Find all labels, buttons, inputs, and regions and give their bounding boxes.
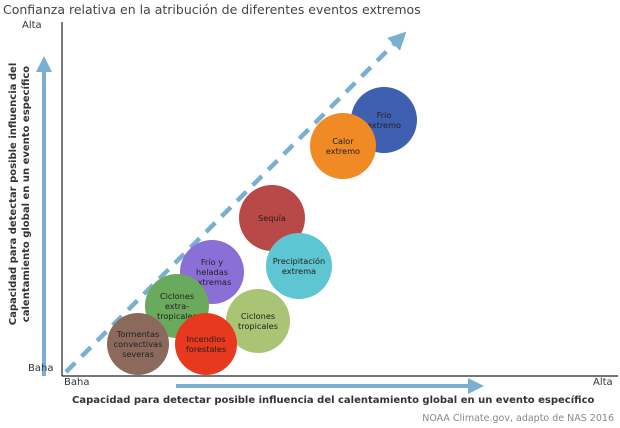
bubble-label-line: Frío <box>377 110 392 120</box>
bubble-circle <box>266 233 332 299</box>
bubble-label-line: extremo <box>326 146 360 156</box>
bubble-label: Frío y heladas extremas <box>193 257 231 287</box>
x-high-label: Alta <box>593 377 613 388</box>
bubble-label-line: extremas <box>193 277 231 287</box>
bubble-label: Precipitación extrema <box>273 256 325 276</box>
credit-line: NOAA Climate.gov, adapto de NAS 2016 <box>422 413 614 424</box>
x-axis-title: Capacidad para detectar posible influenc… <box>72 395 595 406</box>
bubble-label-line: convectivas <box>114 339 163 349</box>
bubble-label-line: severas <box>122 349 154 359</box>
bubble-label: Tormentas convectivas severas <box>114 329 163 359</box>
bubble-label-line: extremo <box>367 120 401 130</box>
bubble-label: Ciclones tropicales <box>238 311 278 331</box>
bubble-label-line: forestales <box>186 344 226 354</box>
y-high-label: Alta <box>22 20 42 31</box>
bubble-label-line: Incendios <box>186 334 225 344</box>
bubble-circle <box>226 289 290 353</box>
bubble-circle <box>175 313 237 375</box>
bubble-precipitacion-extrema: Precipitación extrema <box>266 233 332 299</box>
bubble-label-line: tropicales <box>157 311 197 321</box>
bubble-label-line: Tormentas <box>116 329 160 339</box>
bubble-ciclones-tropicales: Ciclones tropicales <box>226 289 290 353</box>
y-low-label: Baha <box>28 363 54 374</box>
bubble-label: Ciclones extra-tropicales <box>157 291 197 321</box>
x-low-label: Baha <box>64 377 90 388</box>
bubble-label-line: Precipitación <box>273 256 325 266</box>
bubble-circle <box>239 185 305 251</box>
confidence-diagonal-arrow <box>64 31 407 374</box>
diagram-title: Confianza relativa en la atribución de d… <box>3 2 421 17</box>
bubble-label: Frío extremo <box>367 110 401 130</box>
bubble-incendios-forestales: Incendios forestales <box>175 313 237 375</box>
bubble-calor-extremo: Calor extremo <box>310 113 376 179</box>
bubble-label-line: Calor <box>332 136 354 146</box>
bubble-label-line: tropicales <box>238 321 278 331</box>
bubble-circle <box>310 113 376 179</box>
bubble-label-line: heladas <box>196 267 228 277</box>
bubble-sequia: Sequía <box>239 185 305 251</box>
bubble-label-line: Ciclones <box>160 291 194 301</box>
bubble-label: Calor extremo <box>326 136 360 156</box>
bubble-label-line: extra- <box>165 301 189 311</box>
bubble-label-line: Ciclones <box>241 311 275 321</box>
bubble-label-line: Frío y <box>201 257 223 267</box>
bubble-label: Sequía <box>258 213 286 223</box>
bubble-label-line: extrema <box>282 266 316 276</box>
bubble-circle <box>107 313 169 375</box>
bubble-label-line: Sequía <box>258 213 286 223</box>
y-axis-title: Capacidad para detectar posible influenc… <box>8 62 32 326</box>
bubble-tormentas-convectivas: Tormentas convectivas severas <box>107 313 169 375</box>
bubble-label: Incendios forestales <box>186 334 226 354</box>
